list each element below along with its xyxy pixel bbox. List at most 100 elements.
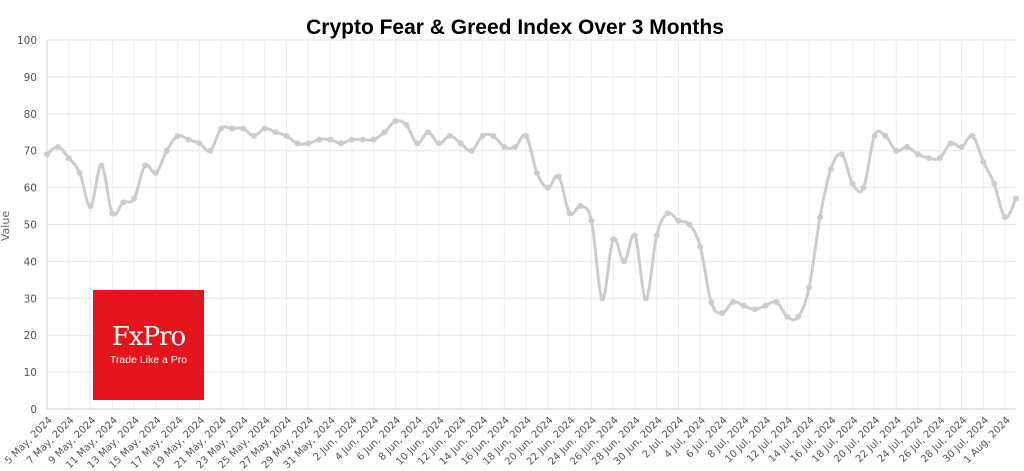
- data-point: [555, 173, 562, 180]
- data-point: [871, 132, 878, 139]
- data-point: [425, 129, 432, 136]
- data-point: [196, 140, 203, 147]
- data-point: [1002, 214, 1009, 221]
- data-point: [740, 302, 747, 309]
- data-point: [729, 298, 736, 305]
- data-point: [185, 136, 192, 143]
- data-point: [381, 129, 388, 136]
- data-point: [577, 203, 584, 210]
- data-point: [229, 125, 236, 132]
- data-point: [294, 140, 301, 147]
- data-point: [305, 140, 312, 147]
- y-tick-labels: 0 10 20 30 40 50 60 70 80 90 100: [17, 35, 37, 416]
- data-point: [915, 151, 922, 158]
- y-tick-label: 50: [24, 220, 37, 232]
- data-point: [65, 155, 72, 162]
- data-point: [141, 162, 148, 169]
- data-point: [327, 136, 334, 143]
- data-point: [980, 158, 987, 165]
- data-point: [958, 144, 965, 151]
- data-point: [131, 195, 138, 202]
- data-point: [762, 302, 769, 309]
- data-point: [479, 132, 486, 139]
- data-point: [610, 236, 617, 243]
- y-tick-label: 70: [24, 146, 37, 158]
- data-point: [991, 180, 998, 187]
- data-point: [849, 180, 856, 187]
- data-point: [882, 132, 889, 139]
- data-point: [272, 129, 279, 136]
- data-point: [947, 140, 954, 147]
- data-point: [76, 169, 83, 176]
- data-point: [904, 144, 911, 151]
- y-tick-label: 0: [30, 404, 37, 416]
- data-point: [544, 184, 551, 191]
- data-point: [261, 125, 268, 132]
- y-tick-label: 100: [17, 35, 37, 47]
- data-point: [697, 243, 704, 250]
- axes: [46, 40, 1016, 410]
- data-point: [501, 144, 508, 151]
- data-point: [566, 210, 573, 217]
- data-point: [207, 147, 214, 154]
- data-point: [631, 232, 638, 239]
- data-point: [806, 284, 813, 291]
- data-point: [719, 310, 726, 317]
- logo-brand-text: FxPro: [111, 322, 186, 352]
- data-point: [403, 121, 410, 128]
- data-point: [1013, 195, 1019, 202]
- data-point: [163, 147, 170, 154]
- data-point: [936, 155, 943, 162]
- data-point: [218, 125, 225, 132]
- data-point: [414, 140, 421, 147]
- data-point: [457, 140, 464, 147]
- data-point: [686, 221, 693, 228]
- data-point: [675, 217, 682, 224]
- data-point: [239, 125, 246, 132]
- data-point: [87, 203, 94, 210]
- fxpro-logo: FxPro Trade Like a Pro: [93, 290, 204, 400]
- data-point: [827, 166, 834, 173]
- data-point: [446, 132, 453, 139]
- data-point: [621, 258, 628, 265]
- y-tick-label: 80: [24, 109, 37, 121]
- data-point: [54, 144, 61, 151]
- data-point: [795, 313, 802, 320]
- data-point: [392, 118, 399, 125]
- data-point: [817, 214, 824, 221]
- data-point: [152, 169, 159, 176]
- data-point: [490, 132, 497, 139]
- data-point: [468, 147, 475, 154]
- data-point: [969, 132, 976, 139]
- data-point: [838, 151, 845, 158]
- y-axis-label: Value: [0, 211, 12, 241]
- data-point: [109, 210, 116, 217]
- data-point: [359, 136, 366, 143]
- data-point: [316, 136, 323, 143]
- data-point: [120, 199, 127, 206]
- data-point: [925, 155, 932, 162]
- data-point: [773, 298, 780, 305]
- data-point: [174, 132, 181, 139]
- data-point: [337, 140, 344, 147]
- y-tick-label: 20: [24, 330, 37, 342]
- data-point: [250, 132, 257, 139]
- data-point: [860, 184, 867, 191]
- data-point: [664, 210, 671, 217]
- y-tick-label: 10: [24, 367, 37, 379]
- data-point: [283, 132, 290, 139]
- data-point: [435, 140, 442, 147]
- y-tick-label: 60: [24, 183, 37, 195]
- y-tick-label: 30: [24, 293, 37, 305]
- y-tick-label: 40: [24, 256, 37, 268]
- logo-tagline: Trade Like a Pro: [109, 354, 188, 366]
- data-point: [44, 151, 50, 158]
- chart-title: Crypto Fear & Greed Index Over 3 Months: [306, 16, 724, 39]
- data-point: [893, 147, 900, 154]
- data-point: [653, 232, 660, 239]
- data-point: [512, 144, 519, 151]
- data-point: [523, 132, 530, 139]
- data-point: [599, 295, 606, 302]
